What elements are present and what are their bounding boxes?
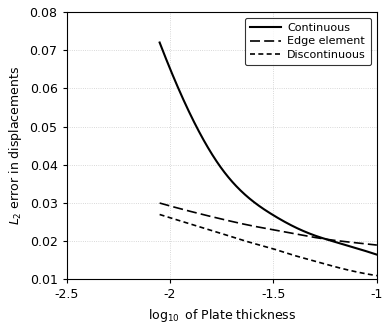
Discontinuous	[287, 252, 291, 256]
Continuous	[335, 241, 340, 245]
Edge element	[287, 231, 291, 235]
Legend: Continuous, Edge element, Discontinuous: Continuous, Edge element, Discontinuous	[245, 18, 371, 65]
Y-axis label: $L_2$ error in displacements: $L_2$ error in displacements	[7, 66, 24, 225]
Discontinuous	[261, 244, 265, 248]
Line: Discontinuous: Discontinuous	[160, 214, 377, 276]
Edge element	[262, 226, 266, 230]
Continuous	[157, 40, 162, 44]
Edge element	[374, 243, 379, 247]
Edge element	[335, 239, 340, 243]
Discontinuous	[335, 265, 340, 269]
Edge element	[157, 201, 162, 205]
Continuous	[287, 222, 291, 226]
X-axis label: $\log_{10}$ of Plate thickness: $\log_{10}$ of Plate thickness	[147, 307, 296, 324]
Edge element	[369, 243, 374, 247]
Edge element	[261, 226, 265, 230]
Continuous	[374, 253, 379, 257]
Discontinuous	[275, 248, 280, 252]
Continuous	[262, 207, 266, 211]
Continuous	[261, 207, 265, 211]
Line: Edge element: Edge element	[160, 203, 377, 245]
Discontinuous	[369, 273, 374, 277]
Discontinuous	[262, 244, 266, 248]
Edge element	[275, 228, 280, 232]
Line: Continuous: Continuous	[160, 42, 377, 255]
Continuous	[275, 215, 280, 219]
Continuous	[369, 251, 374, 255]
Discontinuous	[157, 213, 162, 216]
Discontinuous	[374, 274, 379, 278]
